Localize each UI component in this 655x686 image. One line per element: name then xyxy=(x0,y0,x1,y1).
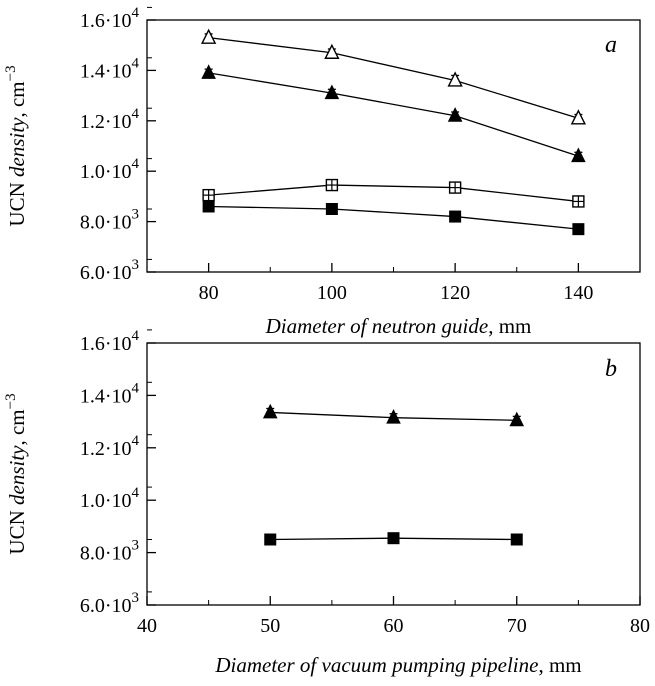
y-tick-label: 1.6·104 xyxy=(80,328,140,355)
data-point-open-triangle xyxy=(570,109,587,125)
data-point-filled-square xyxy=(449,210,462,223)
y-tick-exponent: 3 xyxy=(132,538,140,554)
x-tick-label: 80 xyxy=(630,615,650,637)
y-tick-exponent: 4 xyxy=(132,106,140,122)
data-point-filled-triangle xyxy=(324,84,340,100)
y-axis-title-unit: , cm xyxy=(5,409,29,445)
y-tick-label: 1.0·104 xyxy=(80,485,140,512)
y-tick-exponent: 4 xyxy=(132,380,140,396)
series-triangle-filled xyxy=(262,403,525,427)
y-axis-title-exponent: −3 xyxy=(3,393,19,409)
y-axis-title-text: density xyxy=(5,117,29,177)
y-tick-mantissa: 1.0·10 xyxy=(80,161,132,183)
series-line xyxy=(208,205,579,230)
y-tick-mantissa: 6.0·10 xyxy=(80,595,132,617)
x-axis-title-unit: , mm xyxy=(538,653,581,677)
y-tick-mantissa: 8.0·10 xyxy=(80,543,132,565)
data-point-filled-triangle xyxy=(509,411,525,427)
y-tick-label: 1.4·104 xyxy=(80,55,140,82)
series-triangle-filled xyxy=(201,64,586,163)
x-tick-label: 140 xyxy=(563,282,593,304)
y-tick-mantissa: 1.4·10 xyxy=(80,60,132,82)
data-point-open-triangle xyxy=(200,28,217,44)
data-point-open-triangle xyxy=(447,71,463,87)
y-tick-exponent: 4 xyxy=(132,485,140,501)
y-tick-label: 8.0·103 xyxy=(80,207,139,234)
panel-letter: b xyxy=(605,356,617,382)
y-tick-mantissa: 8.0·10 xyxy=(80,212,132,234)
y-tick-mantissa: 1.2·10 xyxy=(80,438,132,460)
y-tick-exponent: 4 xyxy=(132,156,140,172)
x-tick-label: 80 xyxy=(199,282,219,304)
data-point-filled-square xyxy=(510,533,523,546)
x-tick-label: 100 xyxy=(317,282,347,304)
y-tick-exponent: 3 xyxy=(132,257,140,273)
y-tick-mantissa: 1.6·10 xyxy=(80,10,132,32)
y-axis-title-exponent: −3 xyxy=(3,65,19,81)
panel-letter: a xyxy=(605,32,617,58)
y-axis-title: UCN density, cm−3 xyxy=(3,65,29,226)
y-tick-label: 6.0·103 xyxy=(80,590,139,617)
y-tick-mantissa: 6.0·10 xyxy=(80,262,132,284)
data-point-filled-triangle xyxy=(386,409,401,424)
y-tick-exponent: 4 xyxy=(132,328,140,344)
x-axis-title-text: Diameter of neutron guide xyxy=(265,314,489,338)
y-axis-title-unit: , cm xyxy=(5,81,29,117)
data-point-filled-square xyxy=(325,203,338,215)
y-axis-title-text: density xyxy=(5,445,29,505)
series-triangle-open xyxy=(200,28,587,125)
x-axis-title-text: Diameter of vacuum pumping pipeline xyxy=(214,653,538,677)
y-tick-exponent: 3 xyxy=(132,590,140,606)
y-tick-label: 1.2·104 xyxy=(80,106,140,133)
y-tick-mantissa: 1.6·10 xyxy=(80,333,132,355)
data-point-filled-triangle xyxy=(262,403,278,419)
x-tick-label: 120 xyxy=(440,282,470,304)
series-square-cross xyxy=(202,178,585,208)
y-tick-exponent: 3 xyxy=(132,207,140,223)
x-tick-label: 60 xyxy=(384,615,404,637)
data-point-filled-triangle xyxy=(571,147,586,163)
y-tick-label: 8.0·103 xyxy=(80,538,139,565)
y-tick-exponent: 4 xyxy=(132,5,140,21)
data-point-filled-triangle xyxy=(447,107,463,122)
y-tick-label: 1.0·104 xyxy=(80,156,140,183)
y-tick-mantissa: 1.0·10 xyxy=(80,490,132,512)
y-tick-label: 1.4·104 xyxy=(80,380,140,407)
y-tick-label: 1.6·104 xyxy=(80,5,140,32)
y-axis-title-prefix: UCN xyxy=(5,505,29,555)
y-tick-exponent: 4 xyxy=(132,433,140,449)
series-square-filled xyxy=(202,200,585,236)
data-point-filled-triangle xyxy=(201,64,216,79)
series-square-filled xyxy=(264,532,523,546)
y-tick-label: 1.2·104 xyxy=(80,433,140,460)
x-tick-label: 50 xyxy=(260,615,280,637)
data-point-filled-square xyxy=(572,223,585,236)
data-point-filled-square xyxy=(202,200,215,213)
x-tick-label: 70 xyxy=(507,615,527,637)
data-point-filled-square xyxy=(387,532,400,545)
chart-panel-a: 6.0·1038.0·1031.0·1041.2·1041.4·1041.6·1… xyxy=(3,5,641,338)
data-point-open-triangle xyxy=(324,43,340,59)
x-axis-title-unit: , mm xyxy=(488,314,531,338)
y-tick-label: 6.0·103 xyxy=(80,257,139,284)
y-tick-exponent: 4 xyxy=(132,55,140,71)
plot-frame xyxy=(146,19,641,273)
series-line xyxy=(208,72,579,157)
y-tick-mantissa: 1.2·10 xyxy=(80,111,132,133)
chart-panel-b: 6.0·1038.0·1031.0·1041.2·1041.4·1041.6·1… xyxy=(3,328,650,677)
y-axis-title-prefix: UCN xyxy=(5,177,29,227)
series-line xyxy=(208,36,579,119)
series-line xyxy=(208,184,579,203)
y-axis-title: UCN density, cm−3 xyxy=(3,393,29,554)
x-tick-label: 40 xyxy=(137,615,157,637)
x-axis-title: Diameter of neutron guide, mm xyxy=(265,314,532,338)
plot-frame xyxy=(146,342,641,606)
y-tick-mantissa: 1.4·10 xyxy=(80,385,132,407)
data-point-filled-square xyxy=(264,533,277,546)
x-axis-title: Diameter of vacuum pumping pipeline, mm xyxy=(214,653,581,677)
